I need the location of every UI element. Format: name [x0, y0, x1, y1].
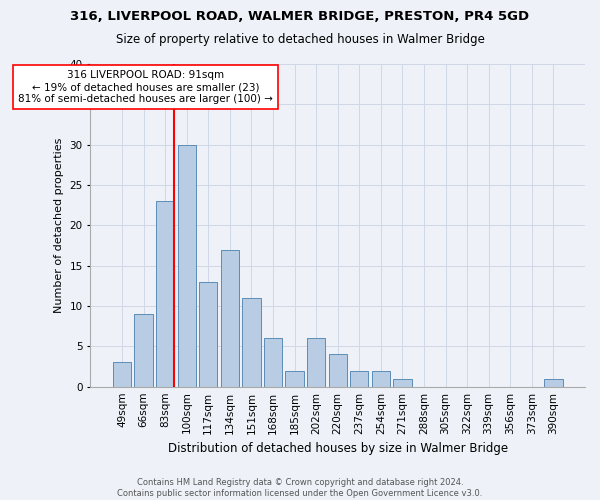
Bar [286, 370, 304, 386]
Bar [113, 362, 131, 386]
Bar [371, 370, 390, 386]
Text: 316 LIVERPOOL ROAD: 91sqm
← 19% of detached houses are smaller (23)
81% of semi-: 316 LIVERPOOL ROAD: 91sqm ← 19% of detac… [19, 70, 273, 104]
Bar [134, 314, 153, 386]
Bar [264, 338, 282, 386]
Text: Size of property relative to detached houses in Walmer Bridge: Size of property relative to detached ho… [116, 32, 484, 46]
Bar [156, 201, 175, 386]
Bar [350, 370, 368, 386]
Text: Contains HM Land Registry data © Crown copyright and database right 2024.
Contai: Contains HM Land Registry data © Crown c… [118, 478, 482, 498]
X-axis label: Distribution of detached houses by size in Walmer Bridge: Distribution of detached houses by size … [167, 442, 508, 455]
Y-axis label: Number of detached properties: Number of detached properties [54, 138, 64, 313]
Bar [544, 378, 563, 386]
Bar [242, 298, 260, 386]
Text: 316, LIVERPOOL ROAD, WALMER BRIDGE, PRESTON, PR4 5GD: 316, LIVERPOOL ROAD, WALMER BRIDGE, PRES… [70, 10, 530, 23]
Bar [221, 250, 239, 386]
Bar [199, 282, 217, 387]
Bar [329, 354, 347, 386]
Bar [307, 338, 325, 386]
Bar [393, 378, 412, 386]
Bar [178, 144, 196, 386]
